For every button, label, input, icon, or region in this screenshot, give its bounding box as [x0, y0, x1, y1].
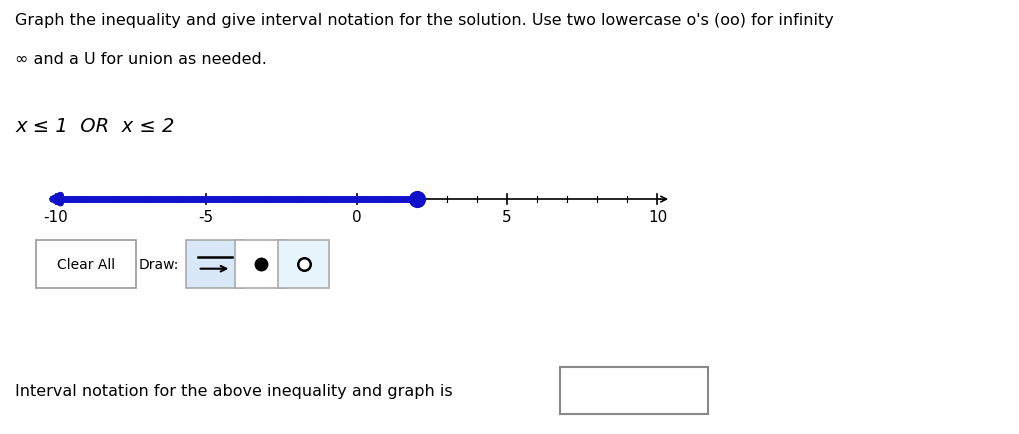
Text: -10: -10: [44, 209, 68, 224]
Text: 10: 10: [648, 209, 667, 224]
Text: x ≤ 1  OR  x ≤ 2: x ≤ 1 OR x ≤ 2: [15, 117, 174, 136]
Text: Graph the inequality and give interval notation for the solution. Use two lowerc: Graph the inequality and give interval n…: [15, 13, 834, 28]
Point: [409, 196, 425, 203]
FancyBboxPatch shape: [235, 241, 286, 289]
FancyBboxPatch shape: [36, 241, 136, 289]
Text: Clear All: Clear All: [56, 258, 115, 272]
Text: Draw:: Draw:: [139, 258, 179, 272]
Text: Interval notation for the above inequality and graph is: Interval notation for the above inequali…: [15, 383, 452, 398]
FancyBboxPatch shape: [278, 241, 329, 289]
Text: 0: 0: [352, 209, 362, 224]
Text: ∞ and a U for union as needed.: ∞ and a U for union as needed.: [15, 52, 267, 67]
Text: 5: 5: [502, 209, 512, 224]
FancyBboxPatch shape: [560, 367, 708, 414]
Text: -5: -5: [199, 209, 214, 224]
FancyBboxPatch shape: [186, 241, 244, 289]
